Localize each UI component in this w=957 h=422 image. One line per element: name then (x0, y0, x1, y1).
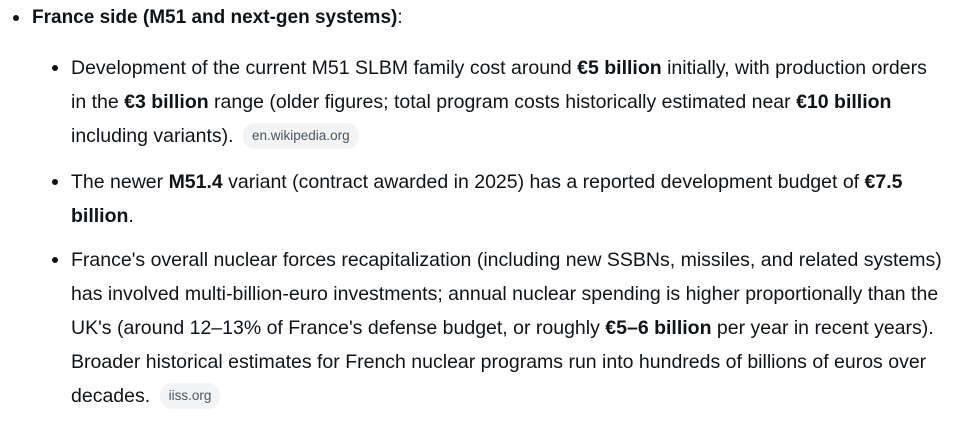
heading-label: France side (M51 and next-gen systems) (32, 7, 398, 28)
text-segment: initially, with production orders in the (71, 57, 927, 113)
text-segment: variant (contract awarded in 2025) has a… (222, 171, 865, 193)
text-segment: Development of the current M51 SLBM fami… (71, 57, 578, 79)
text-segment: The newer (71, 171, 169, 193)
source-chip-link[interactable]: iiss.org (159, 383, 221, 409)
paragraph: France's overall nuclear forces recapita… (71, 243, 943, 413)
bold-figure: €5 billion (577, 57, 662, 79)
section-heading: France side (M51 and next-gen systems): (32, 4, 403, 32)
bold-figure: €5–6 billion (605, 317, 712, 339)
bold-figure: €7.5 billion (71, 171, 903, 227)
text-segment: France's overall nuclear forces recapita… (71, 249, 942, 339)
paragraph: Development of the current M51 SLBM fami… (71, 51, 943, 153)
text-segment: including variants). (71, 125, 234, 147)
text-segment: . (128, 205, 134, 227)
bold-figure: M51.4 (168, 171, 223, 193)
text-segment: range (older figures; total program cost… (208, 91, 797, 113)
heading-colon: : (397, 7, 403, 28)
bullet-marker (52, 65, 58, 71)
bullet-marker (52, 257, 58, 263)
bold-figure: €3 billion (124, 91, 209, 113)
bullet-marker (13, 15, 19, 21)
paragraph: The newer M51.4 variant (contract awarde… (71, 165, 943, 233)
text-segment: per year in recent years). Broader histo… (71, 317, 934, 407)
bold-figure: €10 billion (796, 91, 892, 113)
source-chip-link[interactable]: en.wikipedia.org (243, 123, 359, 149)
bullet-marker (52, 179, 58, 185)
